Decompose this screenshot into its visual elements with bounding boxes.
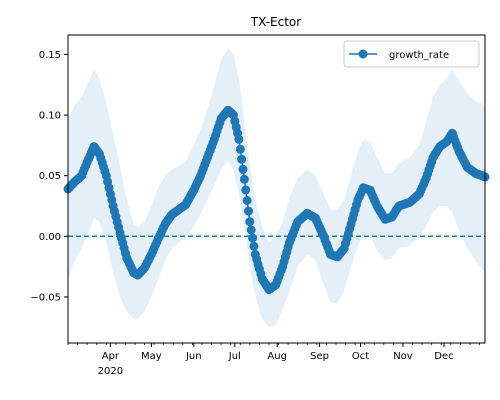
x-tick-label: Aug: [267, 351, 287, 362]
x-tick-label: May: [141, 351, 162, 362]
y-tick-label: 0.15: [39, 50, 61, 61]
data-point-marker: [245, 217, 255, 227]
data-point-marker: [239, 174, 249, 184]
legend: growth_rate: [343, 40, 480, 68]
x-tick-year-label: 2020: [98, 366, 123, 377]
growth-rate-markers: [63, 105, 490, 295]
legend-box: [343, 40, 480, 68]
x-axis: Apr 2020 May Jun Jul Aug Sep Oct Nov Dec: [67, 343, 480, 377]
data-point-marker: [248, 233, 258, 243]
x-tick-label: Oct: [352, 351, 369, 362]
data-point-marker: [246, 225, 256, 235]
x-tick-label: Jun: [185, 351, 202, 362]
data-point-marker: [244, 206, 253, 216]
data-point-marker: [237, 154, 247, 164]
y-tick-label: −0.05: [30, 292, 61, 303]
data-point-marker: [234, 134, 244, 144]
y-tick-label: 0.05: [39, 171, 61, 182]
x-tick-label: Apr: [102, 351, 120, 362]
x-tick-label: Nov: [393, 351, 413, 362]
y-tick-label: 0.00: [39, 232, 61, 243]
data-point-marker: [238, 164, 248, 174]
plot-area: [63, 48, 490, 328]
y-axis: −0.05 0.00 0.05 0.10 0.15: [30, 50, 68, 303]
data-point-marker: [235, 144, 245, 154]
data-point-marker: [249, 241, 259, 251]
x-tick-label: Jul: [228, 351, 241, 362]
data-point-marker: [242, 196, 252, 205]
legend-marker-swatch: [358, 49, 368, 59]
x-tick-label: Sep: [310, 351, 329, 362]
y-tick-label: 0.10: [39, 111, 61, 122]
x-tick-label: Dec: [434, 351, 453, 362]
data-point-marker: [241, 185, 251, 195]
legend-label-growth-rate: growth_rate: [389, 50, 449, 61]
axes-frame: [67, 34, 486, 344]
chart-title: TX-Ector: [250, 15, 302, 29]
